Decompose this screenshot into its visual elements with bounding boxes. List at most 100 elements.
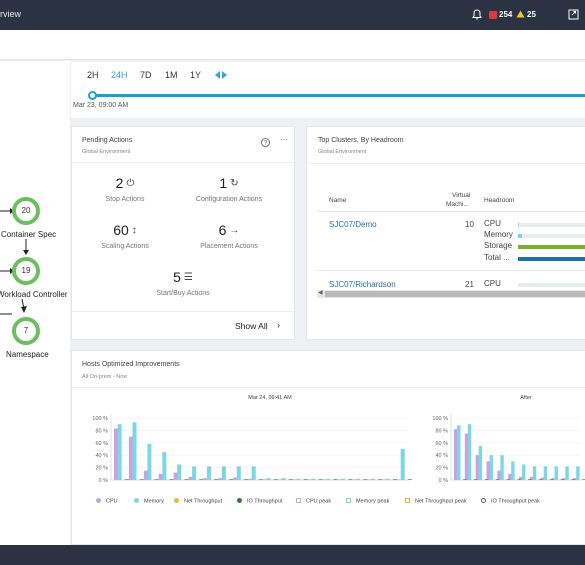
column-vms-line2[interactable]: Machi... [446, 201, 469, 208]
bar-cpu[interactable] [367, 479, 372, 480]
bar-memory[interactable] [341, 478, 346, 480]
bar-memory[interactable] [192, 466, 197, 480]
bar-io-throughput[interactable] [199, 479, 204, 480]
scaling-actions[interactable]: 60 ↕ Scaling Actions [70, 222, 180, 250]
bar-memory[interactable] [532, 466, 537, 480]
column-headroom[interactable]: Headroom [484, 197, 515, 204]
bar-cpu[interactable] [519, 476, 523, 480]
bar-cpu[interactable] [143, 470, 148, 480]
bar-io-throughput[interactable] [169, 479, 174, 480]
legend-item-io-peak[interactable]: IO Throughput peak [481, 498, 540, 505]
legend-item-net-peak[interactable]: Net Throughput peak [405, 498, 467, 505]
bar-cpu[interactable] [573, 478, 577, 480]
scrollbar-thumb[interactable] [325, 291, 585, 297]
bar-io-throughput[interactable] [244, 479, 248, 480]
bar-cpu[interactable] [307, 479, 312, 480]
bar-memory[interactable] [400, 449, 405, 480]
bar-memory[interactable] [554, 466, 558, 480]
bar-memory[interactable] [221, 466, 226, 480]
bar-io-throughput[interactable] [124, 479, 129, 480]
bar-memory[interactable] [478, 445, 483, 480]
bar-memory[interactable] [132, 422, 137, 480]
placement-actions[interactable]: 6 → Placement Actions [174, 222, 284, 250]
bar-memory[interactable] [522, 464, 526, 481]
bar-memory[interactable] [467, 424, 472, 480]
bar-io-throughput[interactable] [214, 479, 219, 480]
bar-cpu[interactable] [382, 479, 387, 480]
bar-memory[interactable] [117, 424, 122, 480]
bar-cpu[interactable] [337, 479, 342, 480]
bar-memory[interactable] [251, 466, 256, 480]
more-options-icon[interactable]: ··· [280, 135, 288, 144]
node-workload-controller[interactable]: 19 [12, 257, 40, 285]
bar-cpu[interactable] [173, 472, 178, 480]
bar-cpu[interactable] [529, 476, 534, 480]
bar-cpu[interactable] [464, 433, 469, 481]
bar-cpu[interactable] [352, 479, 357, 480]
bar-memory[interactable] [565, 466, 569, 480]
help-icon[interactable]: ? [261, 138, 270, 147]
bar-io-throughput[interactable] [407, 479, 412, 480]
bar-io-throughput[interactable] [506, 479, 510, 480]
bar-io-throughput[interactable] [184, 479, 189, 480]
bar-io-throughput[interactable] [463, 479, 467, 480]
legend-item-net[interactable]: Net Throughput [174, 498, 222, 505]
bar-cpu[interactable] [158, 473, 163, 480]
bar-memory[interactable] [311, 478, 316, 480]
bar-io-throughput[interactable] [288, 479, 293, 480]
bar-memory[interactable] [281, 478, 286, 480]
bar-cpu[interactable] [277, 479, 282, 480]
bar-io-throughput[interactable] [139, 479, 144, 480]
range-7d-button[interactable]: 7D [140, 70, 152, 80]
bar-cpu[interactable] [128, 436, 133, 480]
horizontal-scrollbar[interactable]: ◀ [317, 290, 585, 298]
bar-cpu[interactable] [486, 461, 490, 480]
bar-memory[interactable] [385, 478, 390, 480]
bar-cpu[interactable] [397, 479, 402, 480]
column-vms-line1[interactable]: Virtual [452, 192, 471, 199]
critical-icon[interactable] [489, 11, 497, 19]
configuration-actions[interactable]: 1 ↻ Configuration Actions [174, 175, 284, 203]
show-all-link[interactable]: Show All [235, 321, 268, 331]
bar-io-throughput[interactable] [229, 479, 234, 480]
bar-memory[interactable] [162, 452, 167, 480]
bar-io-throughput[interactable] [393, 479, 397, 480]
bar-memory[interactable] [576, 466, 580, 480]
bar-memory[interactable] [236, 466, 241, 480]
bar-io-throughput[interactable] [549, 479, 554, 480]
bar-io-throughput[interactable] [538, 479, 543, 480]
start-buy-actions[interactable]: 5 ☰ Start/Buy Actions [128, 269, 238, 297]
cluster-link-richardson[interactable]: SJC07/Richardson [329, 280, 396, 288]
range-24h-button[interactable]: 24H [111, 70, 128, 80]
bar-cpu[interactable] [203, 478, 208, 480]
external-link-icon[interactable] [568, 9, 579, 20]
bar-memory[interactable] [511, 461, 515, 480]
bar-io-throughput[interactable] [517, 479, 521, 480]
bar-cpu[interactable] [218, 478, 223, 480]
bar-memory[interactable] [356, 478, 360, 480]
bar-cpu[interactable] [263, 479, 267, 480]
range-1m-button[interactable]: 1M [165, 70, 178, 80]
bar-io-throughput[interactable] [473, 479, 478, 480]
bar-io-throughput[interactable] [528, 479, 532, 480]
critical-count[interactable]: 254 [499, 10, 513, 19]
range-2h-button[interactable]: 2H [87, 70, 99, 80]
bar-io-throughput[interactable] [378, 479, 383, 480]
bar-memory[interactable] [500, 455, 504, 480]
bar-cpu[interactable] [114, 428, 118, 480]
bar-io-throughput[interactable] [348, 479, 353, 480]
legend-item-io[interactable]: IO Throughput [237, 498, 282, 505]
range-step-icon[interactable] [215, 71, 227, 79]
bar-memory[interactable] [457, 425, 461, 480]
time-slider-track[interactable] [91, 94, 585, 97]
legend-item-memory-peak[interactable]: Memory peak [346, 498, 389, 505]
bar-memory[interactable] [489, 455, 493, 480]
bar-io-throughput[interactable] [273, 479, 278, 480]
bar-io-throughput[interactable] [303, 479, 308, 480]
bar-cpu[interactable] [551, 478, 555, 480]
time-slider-handle[interactable] [88, 91, 97, 100]
bar-io-throughput[interactable] [363, 479, 368, 480]
bar-cpu[interactable] [540, 477, 545, 480]
bar-memory[interactable] [326, 478, 331, 480]
bar-cpu[interactable] [562, 478, 566, 480]
